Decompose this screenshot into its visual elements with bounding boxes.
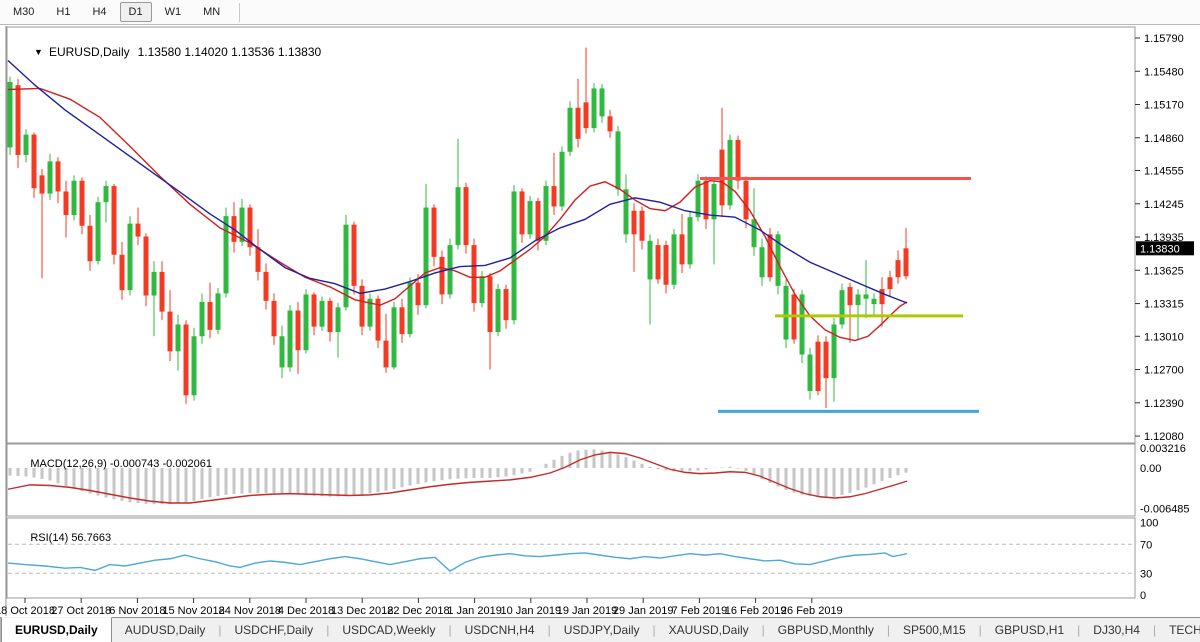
current-price-badge <box>1136 241 1194 256</box>
svg-text:1.15790: 1.15790 <box>1144 33 1184 45</box>
svg-text:1.14860: 1.14860 <box>1144 133 1184 145</box>
svg-text:1.12700: 1.12700 <box>1144 365 1184 377</box>
tab-gbpusd-h1[interactable]: GBPUSD,H1 <box>994 623 1065 637</box>
tab-gbpusd-monthly[interactable]: GBPUSD,Monthly <box>777 623 874 637</box>
indicator-axes: 0.003216 0.00 -0.006485 100 70 30 0 <box>1140 443 1190 602</box>
svg-text:70: 70 <box>1140 539 1152 551</box>
macd-histogram <box>8 449 908 505</box>
timeframe-button-w1[interactable]: W1 <box>164 6 182 18</box>
rsi-value: 56.7663 <box>71 532 112 544</box>
main-panel-border <box>6 26 1136 444</box>
macd-signal-value: -0.002061 <box>162 458 212 470</box>
chart-title: ▼ EURUSD,Daily 1.13580 1.14020 1.13536 1.1… <box>14 31 321 73</box>
macd-main-value: -0.000743 <box>109 458 160 470</box>
dropdown-icon[interactable]: ▼ <box>34 47 43 57</box>
svg-text:1.14555: 1.14555 <box>1144 166 1184 178</box>
svg-text:6 Nov 2018: 6 Nov 2018 <box>109 605 165 617</box>
svg-text:27 Oct 2018: 27 Oct 2018 <box>51 605 111 617</box>
svg-text:1.12080: 1.12080 <box>1144 431 1184 443</box>
tab-xauusd-daily[interactable]: XAUUSD,Daily <box>668 623 749 637</box>
tab-usdcad-weekly[interactable]: USDCAD,Weekly <box>342 623 436 637</box>
timeframe-button-h4[interactable]: H4 <box>92 6 107 18</box>
rsi-indicator-label: RSI(14) 56.7663 <box>12 520 111 556</box>
tab-eurusd-daily[interactable]: EURUSD,Daily <box>1 617 112 642</box>
price-axis: 1.15790 1.15480 1.15170 1.14860 1.14555 1.142… <box>1135 33 1194 443</box>
macd-indicator-label: MACD(12,26,9) -0.000743 -0.002061 <box>12 446 212 482</box>
timeframe-button-mn[interactable]: MN <box>203 6 221 18</box>
macd-signal-line <box>7 451 908 504</box>
timeframe-button-m30[interactable]: M30 <box>13 6 35 18</box>
svg-text:1.13935: 1.13935 <box>1144 232 1184 244</box>
svg-text:19 Jan 2019: 19 Jan 2019 <box>557 605 618 617</box>
macd-name: MACD(12,26,9) <box>30 458 107 470</box>
svg-text:0.003216: 0.003216 <box>1140 443 1186 455</box>
timeframe-button-d1[interactable]: D1 <box>119 2 152 22</box>
rsi-panel-border <box>6 517 1136 599</box>
macd-panel-border <box>6 443 1136 517</box>
svg-text:7 Feb 2019: 7 Feb 2019 <box>672 605 728 617</box>
svg-text:13 Dec 2018: 13 Dec 2018 <box>331 605 393 617</box>
svg-text:1.13830: 1.13830 <box>1140 243 1180 255</box>
moving-average-slow <box>7 60 908 304</box>
tabbar-grip <box>0 618 1 642</box>
symbol-period-label: EURUSD,Daily <box>48 45 130 59</box>
svg-text:1.13010: 1.13010 <box>1144 331 1184 343</box>
svg-text:1.15170: 1.15170 <box>1144 100 1184 112</box>
rsi-name: RSI(14) <box>30 532 69 544</box>
svg-text:15 Nov 2018: 15 Nov 2018 <box>162 605 224 617</box>
svg-text:0.00: 0.00 <box>1140 463 1161 475</box>
svg-text:1.13625: 1.13625 <box>1144 265 1184 277</box>
svg-text:4 Dec 2018: 4 Dec 2018 <box>278 605 334 617</box>
svg-text:26 Feb 2019: 26 Feb 2019 <box>781 605 843 617</box>
svg-text:30: 30 <box>1140 568 1152 580</box>
rsi-line <box>7 552 908 572</box>
tab-usdchf-daily[interactable]: USDCHF,Daily <box>234 623 314 637</box>
chart-window: 1.15790 1.15480 1.15170 1.14860 1.14555 1.142… <box>0 26 1200 617</box>
svg-text:1 Jan 2019: 1 Jan 2019 <box>447 605 501 617</box>
tab-usdjpy-daily[interactable]: USDJPY,Daily <box>563 623 640 637</box>
svg-text:1.13315: 1.13315 <box>1144 299 1184 311</box>
tab-sp500-m15[interactable]: SP500,M15 <box>902 623 966 637</box>
ohlc-close: 1.13830 <box>277 45 322 59</box>
svg-text:1.14245: 1.14245 <box>1144 199 1184 211</box>
tab-tech100-h4[interactable]: TECH100,H <box>1169 623 1200 637</box>
svg-text:22 Dec 2018: 22 Dec 2018 <box>387 605 449 617</box>
ohlc-high: 1.14020 <box>184 45 228 59</box>
ohlc-low: 1.13536 <box>231 45 275 59</box>
chart-canvas[interactable]: 1.15790 1.15480 1.15170 1.14860 1.14555 1.142… <box>0 26 1200 617</box>
svg-text:1.15480: 1.15480 <box>1144 66 1184 78</box>
tab-usdcnh-h4[interactable]: USDCNH,H4 <box>464 623 535 637</box>
toolbar-separator <box>239 2 241 22</box>
svg-text:-0.006485: -0.006485 <box>1140 504 1190 516</box>
svg-text:10 Jan 2019: 10 Jan 2019 <box>501 605 562 617</box>
svg-text:29 Jan 2019: 29 Jan 2019 <box>613 605 674 617</box>
svg-text:100: 100 <box>1140 518 1158 530</box>
svg-text:0: 0 <box>1140 590 1146 602</box>
svg-text:18 Oct 2018: 18 Oct 2018 <box>0 605 55 617</box>
tab-audusd-daily[interactable]: AUDUSD,Daily <box>124 623 206 637</box>
symbol-tab-bar: EURUSD,Daily AUDUSD,Daily | USDCHF,Daily |… <box>0 617 1200 642</box>
timeframe-button-h1[interactable]: H1 <box>56 6 71 18</box>
timeframe-toolbar: M30 H1 H4 D1 W1 MN <box>0 0 1200 25</box>
ohlc-open: 1.13580 <box>137 45 182 59</box>
candlestick-series <box>7 47 909 409</box>
svg-text:1.12390: 1.12390 <box>1144 398 1184 410</box>
tab-dj30-h4[interactable]: DJ30,H4 <box>1093 623 1140 637</box>
svg-text:16 Feb 2019: 16 Feb 2019 <box>725 605 787 617</box>
svg-text:24 Nov 2018: 24 Nov 2018 <box>219 605 281 617</box>
